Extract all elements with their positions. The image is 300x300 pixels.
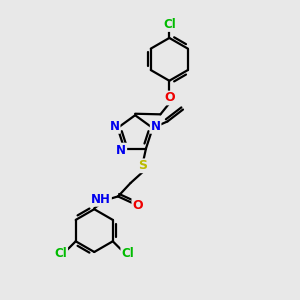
Text: O: O [132,199,143,212]
Text: S: S [139,159,148,172]
Text: Cl: Cl [55,247,67,260]
Text: Cl: Cl [163,18,176,31]
Text: N: N [151,120,160,133]
Text: NH: NH [91,193,111,206]
Text: Cl: Cl [121,247,134,260]
Text: O: O [164,92,175,104]
Text: N: N [116,143,126,157]
Text: N: N [110,120,120,133]
